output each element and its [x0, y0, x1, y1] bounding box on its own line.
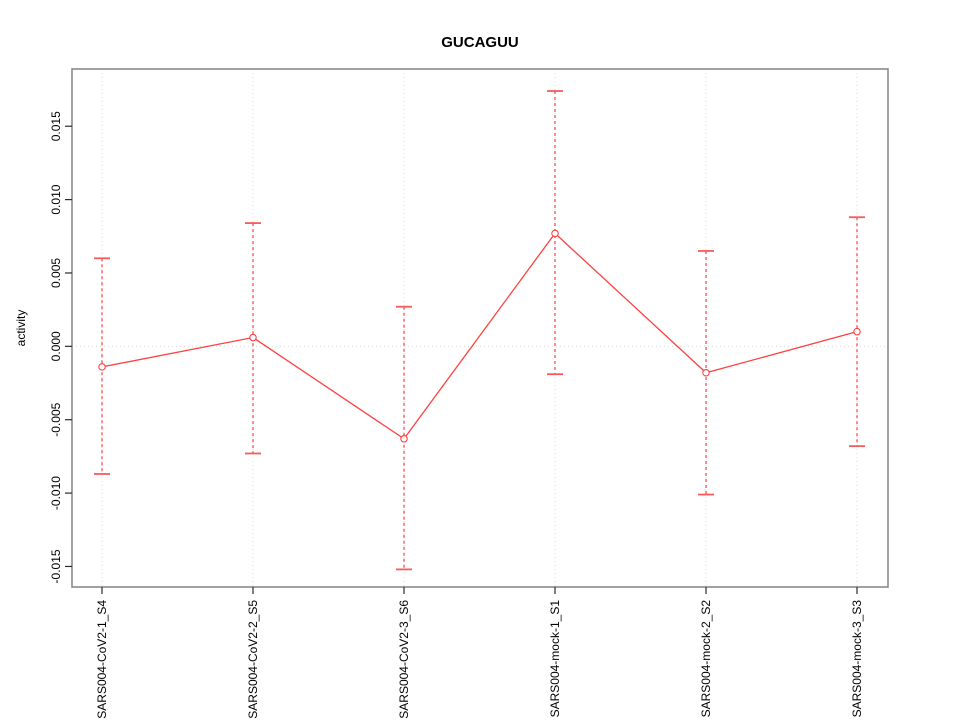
y-axis-label: activity: [14, 310, 28, 347]
series-line: [101, 232, 858, 440]
y-tick-label: 0.015: [49, 111, 63, 141]
x-tick-label: SARS004-CoV2-1_S4: [95, 600, 109, 719]
x-tick-label: SARS004-CoV2-3_S6: [397, 600, 411, 719]
x-tick-label: SARS004-mock-1_S1: [548, 600, 562, 718]
data-point-marker: [702, 369, 710, 377]
chart-title: GUCAGUU: [441, 34, 519, 51]
x-tick-label: SARS004-CoV2-2_S5: [246, 600, 260, 719]
y-tick-label: -0.015: [49, 549, 63, 583]
data-point-marker: [249, 333, 257, 342]
y-tick-label: 0.000: [49, 331, 63, 361]
data-point-marker: [98, 363, 106, 371]
data-point-marker: [853, 327, 861, 336]
y-tick-label: -0.005: [49, 402, 63, 436]
data-point-marker: [551, 229, 559, 238]
x-tick-label: SARS004-mock-2_S2: [699, 600, 713, 718]
plot-box: [71, 68, 889, 588]
y-tick-label: -0.010: [49, 476, 63, 510]
y-tick-label: 0.010: [49, 184, 63, 214]
y-tick-label: 0.005: [49, 258, 63, 288]
data-point-marker: [400, 435, 408, 443]
x-tick-label: SARS004-mock-3_S3: [850, 600, 864, 718]
